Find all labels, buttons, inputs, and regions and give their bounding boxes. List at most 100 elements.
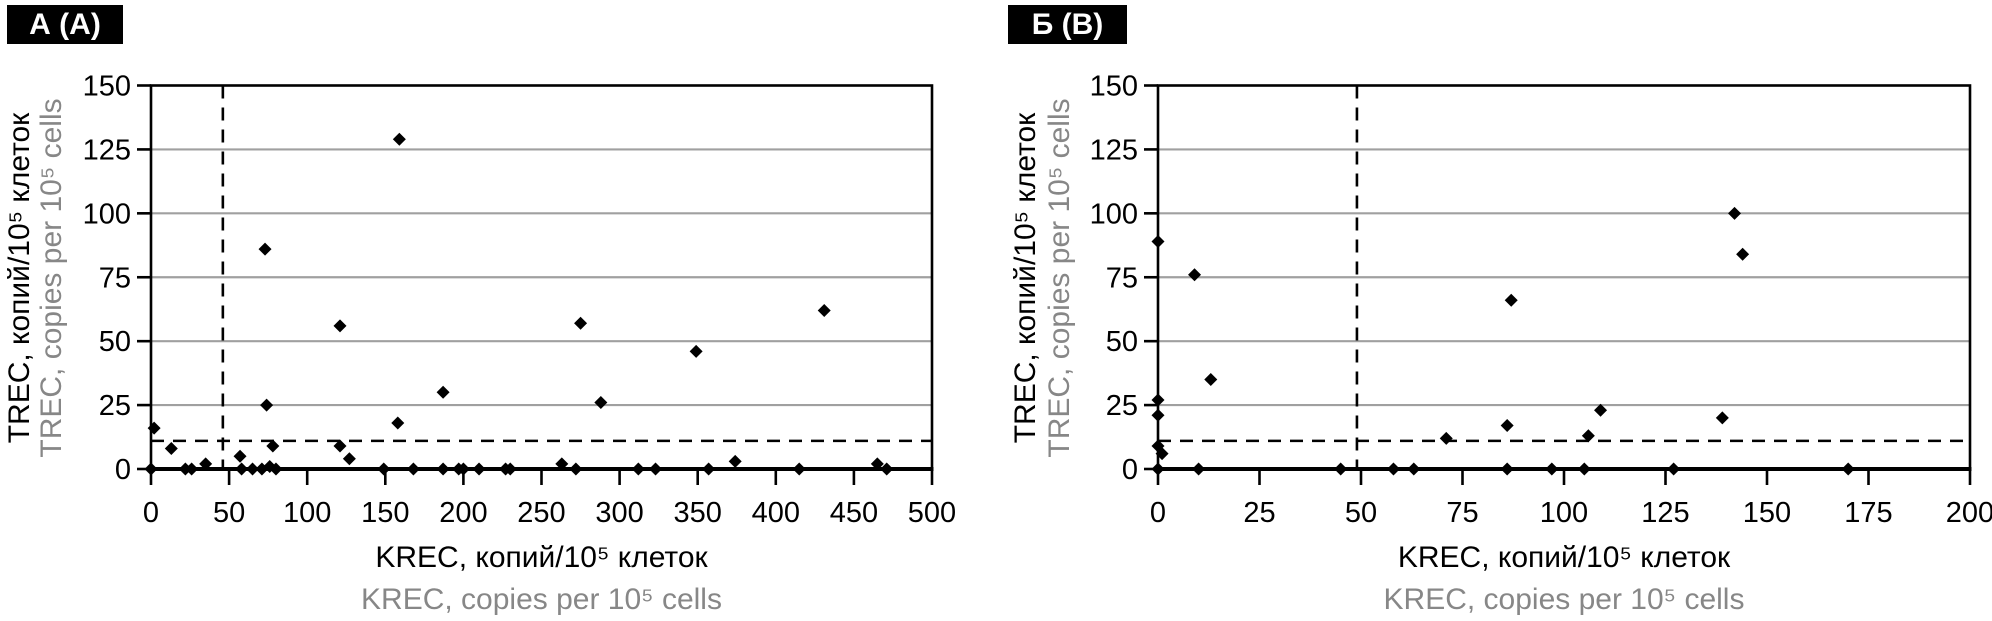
panel-b-point (1581, 429, 1595, 443)
panel-a-point (258, 242, 272, 256)
panel-a-x-tick-label: 400 (752, 497, 800, 529)
panel-a-point (649, 462, 663, 476)
panel-b-y-tick-label: 25 (1106, 390, 1138, 422)
panel-a-x-tick-label: 150 (361, 497, 409, 529)
panel-b-point (1334, 462, 1348, 476)
panel-a-point (377, 462, 391, 476)
panel-a-point (269, 462, 283, 476)
panel-b-y-tick-label: 75 (1106, 262, 1138, 294)
panel-b-point (1577, 462, 1591, 476)
panel-b-y-tick-label: 0 (1122, 454, 1138, 486)
panel-b-point (1594, 403, 1608, 417)
panel-b-point (1151, 462, 1165, 476)
panel-a-y-tick-label: 150 (83, 71, 131, 103)
panel-a-y-tick-label: 125 (83, 134, 131, 166)
panel-a-point (391, 416, 405, 430)
panel-b-point (1504, 293, 1518, 307)
panel-a-x-tick-label: 500 (908, 497, 956, 529)
panel-b-point (1151, 393, 1165, 407)
panel-a-point (436, 385, 450, 399)
panel-a-y-axis-title-ru: TREC, копий/10⁵ клеток (3, 112, 36, 444)
panel-b-point (1736, 247, 1750, 261)
panel-b-point (1155, 447, 1169, 461)
panel-a-x-ticks: 0 50 100 150 200 250 300 350 400 450 500 (143, 469, 956, 529)
panel-b-point (1667, 462, 1681, 476)
panel-a-x-tick-label: 0 (143, 497, 159, 529)
panel-b-point (1439, 431, 1453, 445)
panel-a-point (342, 452, 356, 466)
panel-b-x-tick-label: 50 (1345, 497, 1377, 529)
panel-b-y-axis-title-ru: TREC, копий/10⁵ клеток (1009, 112, 1042, 444)
panel-a-point (792, 462, 806, 476)
panel-a-point (817, 303, 831, 317)
panel-b-x-tick-label: 150 (1743, 497, 1791, 529)
panel-a-x-tick-label: 200 (439, 497, 487, 529)
panel-b-label: Б (В) (1008, 5, 1127, 44)
panel-b-point (1500, 462, 1514, 476)
panel-b-point (1545, 462, 1559, 476)
panel-a-point (392, 132, 406, 146)
panel-a-y-tick-label: 50 (99, 326, 131, 358)
panel-a-x-tick-label: 300 (595, 497, 643, 529)
panel-b-point (1841, 462, 1855, 476)
panel-a-y-tick-label: 75 (99, 262, 131, 294)
panel-a-gridlines (151, 148, 932, 407)
panel-a-point (333, 319, 347, 333)
panel-b-plot: 0 25 50 75 100 125 150 0 25 50 75 100 125 150 175 200 (1090, 71, 1992, 530)
panel-b-x-tick-label: 100 (1540, 497, 1588, 529)
panel-a-y-tick-label: 100 (83, 198, 131, 230)
panel-b-point (1151, 408, 1165, 422)
panel-a-point (199, 457, 213, 471)
panel-a-x-tick-label: 100 (283, 497, 331, 529)
panel-a-point (555, 457, 569, 471)
panel-a-plot: 0 25 50 75 100 125 150 0 50 100 150 200 250 300 350 400… (83, 71, 957, 530)
panel-a-x-tick-label: 350 (674, 497, 722, 529)
panel-a-point (260, 398, 274, 412)
panel-a-point (333, 439, 347, 453)
panel-b-y-tick-label: 100 (1090, 198, 1138, 230)
panel-b-x-tick-label: 0 (1150, 497, 1166, 529)
panel-b-point (1728, 206, 1742, 220)
panel-a-point (702, 462, 716, 476)
panel-a-y-axis-title-en: TREC, copies per 10⁵ cells (35, 98, 68, 458)
panel-b-x-tick-label: 75 (1446, 497, 1478, 529)
panel-a-point (456, 462, 470, 476)
panel-a-point (728, 454, 742, 468)
panel-b-gridlines (1158, 148, 1970, 407)
panel-b-y-axis-title-en: TREC, copies per 10⁵ cells (1043, 98, 1076, 458)
panel-a-point (472, 462, 486, 476)
panel-b-x-tick-label: 175 (1844, 497, 1892, 529)
panel-a-point (574, 316, 588, 330)
panel-a-x-axis-title-ru: KREC, копий/10⁵ клеток (375, 541, 708, 574)
panel-b-point (1151, 234, 1165, 248)
panel-a-point (144, 462, 158, 476)
panel-a-point (569, 462, 583, 476)
panel-b-x-tick-label: 200 (1946, 497, 1992, 529)
panel-a-label: А (А) (7, 5, 123, 44)
panel-a-point (233, 449, 247, 463)
panel-a-y-ticks: 0 25 50 75 100 125 150 (83, 71, 151, 486)
panel-a-point (631, 462, 645, 476)
panel-a-x-tick-label: 450 (830, 497, 878, 529)
panel-b-x-axis-title-ru: KREC, копий/10⁵ клеток (1397, 541, 1731, 574)
panel-a-point (185, 462, 199, 476)
panel-b-point (1407, 462, 1421, 476)
panel-b-y-tick-label: 125 (1090, 134, 1138, 166)
panel-a-point (406, 462, 420, 476)
panel-a-point (870, 457, 884, 471)
panel-b-x-tick-label: 125 (1641, 497, 1689, 529)
panel-b-y-tick-label: 150 (1090, 71, 1138, 103)
panel-a-x-tick-label: 250 (517, 497, 565, 529)
panel-a-point (689, 344, 703, 358)
panel-b-point (1715, 411, 1729, 425)
panel-a-point (594, 396, 608, 410)
panel-b-y-ticks: 0 25 50 75 100 125 150 (1090, 71, 1158, 486)
panel-a-point (235, 462, 249, 476)
panel-b-x-axis-title-en: KREC, copies per 10⁵ cells (1383, 583, 1745, 616)
panel-a-point (147, 421, 161, 435)
panel-b-point (1192, 462, 1206, 476)
panel-a-data-points (144, 132, 894, 476)
panel-a-x-tick-label: 50 (213, 497, 245, 529)
